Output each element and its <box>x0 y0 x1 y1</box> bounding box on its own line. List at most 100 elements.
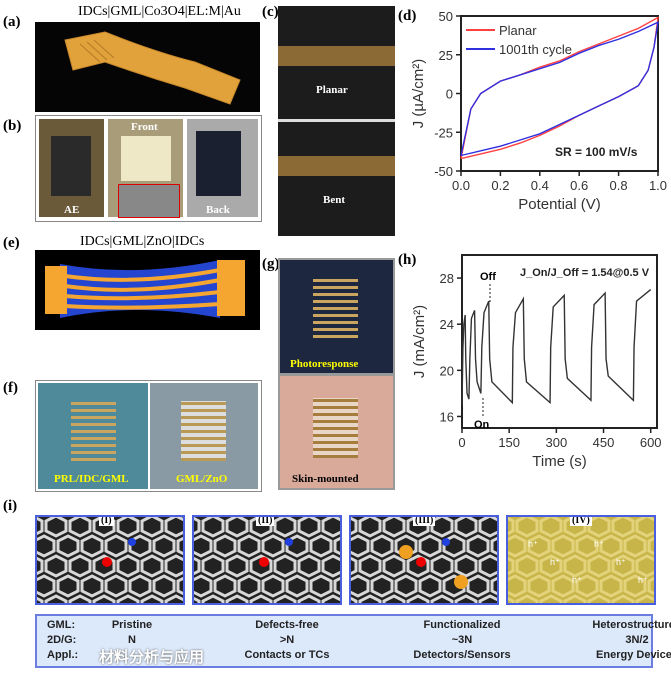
lattice-hexagon <box>351 596 358 603</box>
x-tick-label: 600 <box>640 435 662 450</box>
lattice-hexagon <box>508 517 515 536</box>
lattice-hexagon <box>92 554 116 578</box>
lattice-hexagon <box>635 554 654 578</box>
caption-bent: Bent <box>323 194 345 206</box>
on-marker-label: On <box>474 419 490 431</box>
lattice-hexagon <box>430 594 454 603</box>
table-cell-gml: Heterostructured <box>592 619 671 631</box>
y-tick-label: -25 <box>434 125 453 140</box>
lattice-hexagon <box>225 554 249 578</box>
lattice-hexagon <box>351 574 370 598</box>
lattice-hexagon <box>194 556 201 576</box>
lattice-hexagon <box>152 574 176 598</box>
lattice-hexagon <box>213 574 237 598</box>
lattice-hexagon <box>466 534 490 558</box>
lattice-hexagon <box>515 594 539 603</box>
y-axis-label: J (µA/cm²) <box>410 59 427 128</box>
lattice-hexagon <box>201 594 225 603</box>
y-axis-label: J (mA/cm²) <box>411 305 428 378</box>
panel-e-label: (e) <box>3 235 20 251</box>
lattice-hexagon <box>527 534 551 558</box>
off-marker-label: Off <box>480 271 496 283</box>
lattice-hexagon <box>358 517 382 538</box>
caption-prl-idc-gml: PRL/IDC/GML <box>54 473 129 485</box>
lattice-hexagon <box>152 534 176 558</box>
functional-group <box>399 545 413 559</box>
lattice-hexagon <box>273 517 297 538</box>
lattice-hexagon <box>382 594 406 603</box>
lattice-panel: h⁺ h⁺ h⁺ h⁺ h⁺ h⁺ (IV) <box>506 515 656 605</box>
caption-ae: AE <box>64 204 80 216</box>
lattice-hexagon <box>68 594 92 603</box>
lattice-hexagon <box>563 554 587 578</box>
lattice-hexagon <box>370 534 394 558</box>
lattice-hexagon <box>321 594 340 603</box>
y-tick-label: 50 <box>439 9 453 24</box>
lattice-hexagon <box>140 517 164 538</box>
table-cell-appl: Detectors/Sensors <box>413 649 511 661</box>
x-axis-label: Potential (V) <box>518 196 601 213</box>
table-cell-appl: Contacts or TCs <box>244 649 330 661</box>
lattice-hexagon <box>128 574 152 598</box>
annotation: SR = 100 mV/s <box>555 145 638 159</box>
caption-front: Front <box>131 121 158 133</box>
table-cell-appl: Energy Devices <box>596 649 671 661</box>
x-tick-label: 300 <box>546 435 568 450</box>
lattice-hexagon <box>418 574 442 598</box>
table-cell-ratio: ~3N <box>451 634 473 646</box>
subpanel-label: (I) <box>99 515 114 526</box>
lattice-hexagon <box>430 554 454 578</box>
defect-dot <box>442 538 450 546</box>
defect-dot <box>128 538 136 546</box>
legend-label: 1001th cycle <box>499 42 572 57</box>
table-cell-gml: Defects-free <box>255 619 319 631</box>
lattice-hexagon <box>285 574 309 598</box>
lattice-hexagon <box>213 534 237 558</box>
lattice-hexagon <box>92 594 116 603</box>
gml-summary-table: GML: 2D/G: Appl.: Pristine N Defects-free >… <box>35 614 671 668</box>
panel-a-label: (a) <box>3 14 21 30</box>
lattice-hexagon <box>539 594 563 603</box>
lattice-hexagon <box>201 554 225 578</box>
lattice-hexagon <box>297 554 321 578</box>
lattice-hexagon <box>164 554 183 578</box>
lattice-hexagon <box>68 517 92 538</box>
panel-b-label: (b) <box>3 118 22 134</box>
x-tick-label: 0.0 <box>452 178 470 193</box>
lattice-hexagon <box>164 517 183 538</box>
carrier-label: h⁺ <box>550 557 560 567</box>
lattice-hexagon <box>37 556 44 576</box>
panel-c-photos: Planar Bent <box>278 6 395 236</box>
annotation: J_On/J_Off = 1.54@0.5 V <box>520 267 650 279</box>
lattice-hexagon <box>647 576 654 596</box>
caption-photoresponse: Photoresponse <box>290 358 359 370</box>
panel-a-device-photo <box>35 22 260 112</box>
lattice-hexagon <box>454 594 478 603</box>
lattice-hexagon <box>490 536 497 556</box>
lattice-hexagon <box>611 517 635 538</box>
lattice-hexagon <box>140 594 164 603</box>
lattice-hexagon <box>635 594 654 603</box>
legend-label: Planar <box>499 23 537 38</box>
lattice-hexagon <box>508 574 527 598</box>
lattice-hexagon <box>237 574 261 598</box>
x-tick-label: 0.4 <box>531 178 549 193</box>
panel-f-label: (f) <box>3 380 18 396</box>
lattice-hexagon <box>116 517 140 538</box>
y-tick-label: -50 <box>434 164 453 179</box>
lattice-hexagon <box>611 554 635 578</box>
lattice-hexagon <box>539 554 563 578</box>
lattice-hexagon <box>56 534 80 558</box>
lattice-hexagon <box>237 534 261 558</box>
lattice-hexagon <box>273 554 297 578</box>
lattice-hexagon <box>249 554 273 578</box>
lattice-hexagon <box>478 554 497 578</box>
lattice-hexagon <box>454 554 478 578</box>
lattice-hexagon <box>116 554 140 578</box>
lattice-hexagon <box>194 517 201 536</box>
y-tick-label: 0 <box>446 87 453 102</box>
lattice-hexagon <box>176 536 183 556</box>
row-label-2dg: 2D/G: <box>47 634 77 646</box>
table-cell-gml: Functionalized <box>423 619 501 631</box>
lattice-hexagon <box>309 574 333 598</box>
